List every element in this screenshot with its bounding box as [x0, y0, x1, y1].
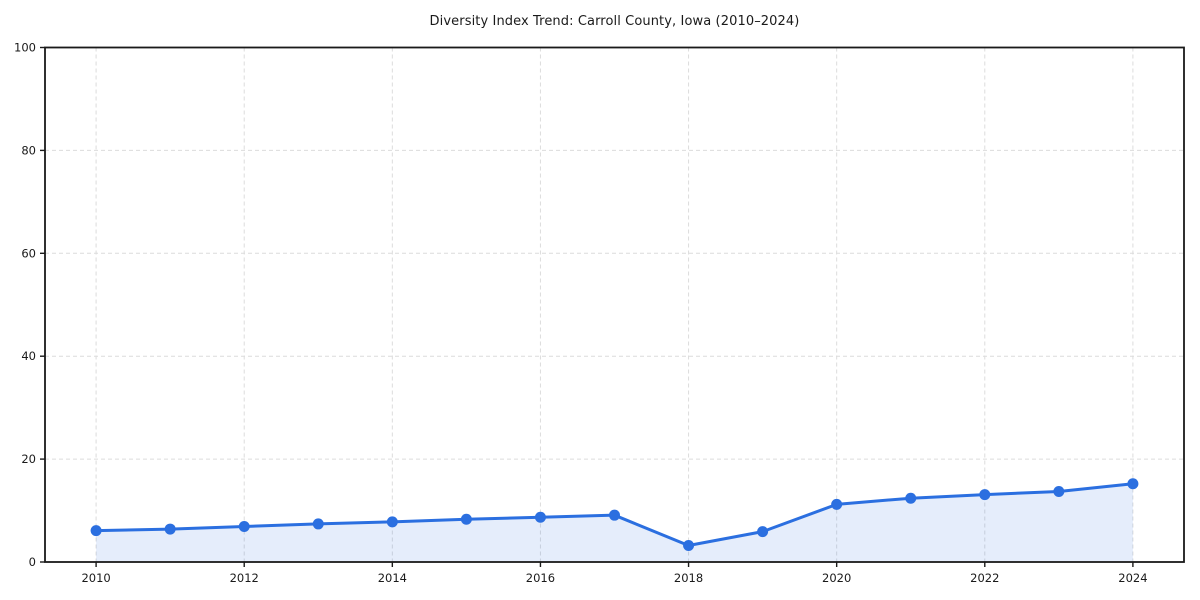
- x-tick-label: 2010: [81, 571, 110, 585]
- x-tick-label: 2012: [230, 571, 259, 585]
- y-tick-label: 20: [21, 452, 36, 466]
- x-tick-label: 2018: [674, 571, 703, 585]
- area-fill: [96, 483, 1133, 562]
- y-tick-label: 0: [29, 555, 36, 569]
- data-point-2015: [460, 513, 472, 525]
- data-point-2011: [164, 523, 176, 535]
- x-tick-label: 2024: [1118, 571, 1147, 585]
- y-tick-label: 60: [21, 246, 36, 260]
- plot-border: [44, 46, 1185, 563]
- x-tick-label: 2016: [526, 571, 555, 585]
- y-tick-label: 40: [21, 349, 36, 363]
- data-point-2021: [905, 492, 917, 504]
- x-tick-label: 2014: [378, 571, 407, 585]
- data-point-2018: [683, 540, 695, 552]
- data-point-2024: [1127, 478, 1139, 490]
- x-tick-label: 2022: [970, 571, 999, 585]
- data-point-2017: [609, 509, 620, 521]
- data-point-2012: [238, 520, 250, 532]
- data-point-2010: [90, 525, 102, 537]
- y-tick-label: 100: [14, 41, 36, 55]
- y-tick-label: 80: [21, 143, 36, 157]
- chart-title: Diversity Index Trend: Carroll County, I…: [429, 14, 800, 29]
- data-point-2020: [831, 498, 843, 510]
- data-point-2022: [979, 489, 991, 501]
- data-point-2013: [312, 518, 324, 530]
- data-point-2023: [1053, 486, 1065, 498]
- x-tick-label: 2020: [822, 571, 851, 585]
- data-point-2014: [386, 516, 398, 528]
- data-point-2016: [534, 511, 546, 523]
- data-point-2019: [757, 526, 769, 538]
